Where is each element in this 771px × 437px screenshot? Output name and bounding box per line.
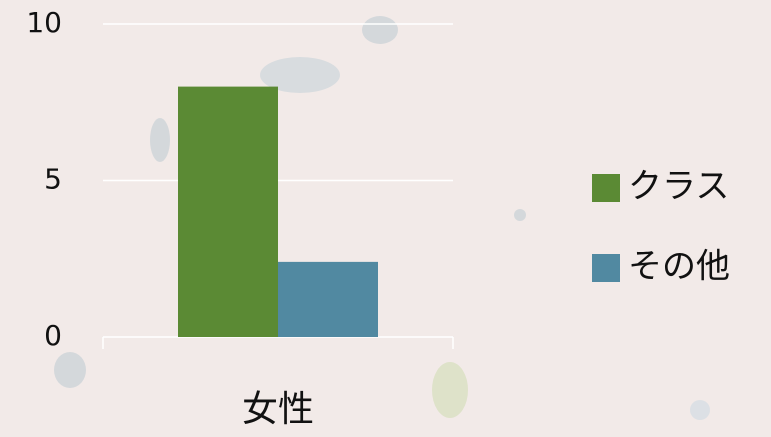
legend-label: クラス	[628, 167, 729, 207]
y-tick-label: 0	[44, 319, 62, 352]
y-tick-label: 10	[26, 6, 62, 39]
x-tick-label: 女性	[242, 389, 314, 430]
bar	[178, 86, 278, 337]
legend-swatch	[592, 174, 620, 202]
legend-label: その他	[628, 247, 730, 287]
bar	[278, 261, 378, 337]
y-tick-label: 5	[44, 163, 62, 196]
legend-swatch	[592, 254, 620, 282]
background-decoration	[54, 16, 710, 420]
